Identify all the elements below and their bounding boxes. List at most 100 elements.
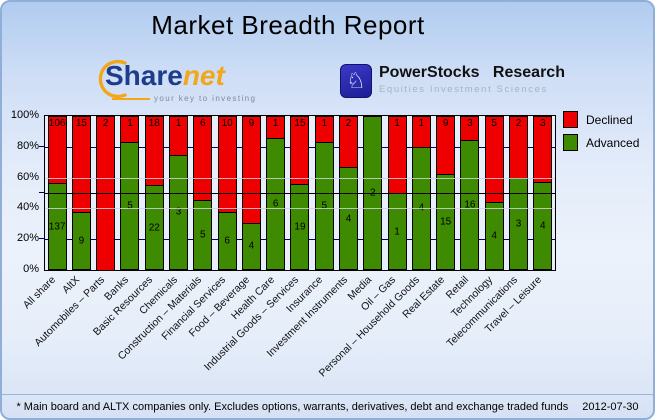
declined-value-label: 6 [200,118,206,129]
declined-value-label: 1 [394,118,400,129]
y-tick-mark [39,192,44,193]
advanced-value-label: 4 [491,230,497,242]
bar-segment-declined: 6 [193,116,213,200]
declined-value-label: 9 [442,118,449,129]
powerstocks-logo: ♘ PowerStocks Research Equities Investme… [340,64,565,98]
report-date: 2012-07-30 [582,400,639,413]
bar-segment-advanced: 137 [47,183,67,270]
bar-segment-advanced: 4 [339,167,359,270]
declined-value-label: 3 [467,118,473,129]
sharenet-word-net: net [182,60,225,91]
bar-segment-advanced: 1 [387,193,407,270]
bar-segment-advanced: 16 [460,140,480,270]
plot-area: 1061371592151822136510694161519152421114… [44,115,556,271]
advanced-value-label: 3 [515,218,522,230]
y-tick-label: 60% [16,170,39,183]
declined-value-label: 15 [75,118,87,129]
bar-segment-declined: 3 [533,116,553,182]
declined-value-label: 1 [418,118,425,129]
y-tick-label: 0% [23,263,39,275]
bar-retail: 3 16 [460,116,480,270]
advanced-value-label: 15 [440,216,452,228]
legend-item-advanced: Advanced [563,134,639,151]
declined-value-label: 10 [221,118,233,129]
bar-segment-declined: 1 [169,116,189,155]
bar-segment-declined: 9 [436,116,456,174]
bar-segment-advanced: 15 [436,173,456,270]
bar-segment-advanced: 6 [266,138,286,270]
bar-segment-declined: 1 [411,116,431,147]
sharenet-tagline-rule [112,97,150,100]
bar-segment-declined: 2 [508,116,528,178]
declined-value-label: 15 [294,118,306,129]
legend-item-declined: Declined [563,111,639,128]
advanced-value-label: 4 [539,220,546,232]
bar-segment-advanced: 5 [193,200,213,270]
declined-value-label: 18 [148,118,160,129]
bar-segment-advanced: 5 [120,141,140,270]
bar-segment-advanced: 4 [533,182,553,270]
advanced-value-label: 5 [321,200,328,212]
advanced-value-label: 4 [345,213,352,225]
advanced-value-label: 5 [200,229,206,241]
advanced-value-label: 1 [394,226,400,237]
declined-value-label: 5 [491,118,497,129]
page-title: Market Breadth Report [151,10,425,40]
bar-basic-resources: 18 22 [144,116,164,270]
bar-segment-declined: 15 [71,116,91,213]
advanced-value-label: 6 [272,198,279,210]
gridline-40pct [45,208,555,210]
y-tick-mark [39,145,44,147]
bar-segment-declined: 1 [120,116,140,142]
advanced-value-label: 19 [294,221,306,233]
bar-segment-advanced: 22 [144,185,164,270]
bars-container: 1061371592151822136510694161519152421114… [45,116,555,270]
bar-segment-declined: 1 [266,116,286,138]
bar-real-estate: 9 15 [436,116,456,270]
y-tick-mark [39,238,44,240]
declined-value-label: 9 [248,118,255,129]
bar-financial-services: 10 6 [217,116,237,270]
declined-value-label: 1 [175,118,182,129]
footnote-text: * Main board and ALTX companies only. Ex… [16,400,569,413]
legend-label: Declined [586,112,633,127]
y-tick-label: 20% [16,232,39,245]
sharenet-wordmark: Sharenet [105,60,225,92]
declined-value-label: 2 [345,118,352,129]
reference-line-50pct [45,193,555,194]
bar-segment-advanced: 6 [217,212,237,270]
declined-value-label: 3 [539,118,546,129]
declined-value-label: 106 [48,118,66,129]
advanced-value-label: 5 [127,200,133,212]
y-tick-label: 100% [10,109,39,121]
advanced-value-label: 6 [224,235,230,247]
bar-segment-declined: 1 [314,116,334,142]
bar-segment-declined: 9 [241,116,261,223]
bar-industrial-goods-services: 15 19 [290,116,310,270]
advanced-value-label: 4 [248,240,255,252]
y-tick-label: 40% [16,201,39,214]
declined-value-label: 2 [102,118,109,129]
bar-segment-advanced: 9 [71,212,91,270]
bar-altx: 15 9 [71,116,91,270]
advanced-value-label: 16 [464,199,476,211]
bar-segment-declined: 10 [217,116,237,213]
advanced-swatch-icon [563,134,578,151]
bar-segment-advanced: 5 [314,141,334,270]
bar-segment-declined: 18 [144,116,164,186]
bar-segment-advanced: 4 [241,222,261,270]
bar-segment-advanced: 3 [508,177,528,270]
gridline-60pct [45,177,555,179]
sharenet-logo: Sharenet your key to investing [92,58,255,108]
y-tick-label: 80% [16,139,39,152]
